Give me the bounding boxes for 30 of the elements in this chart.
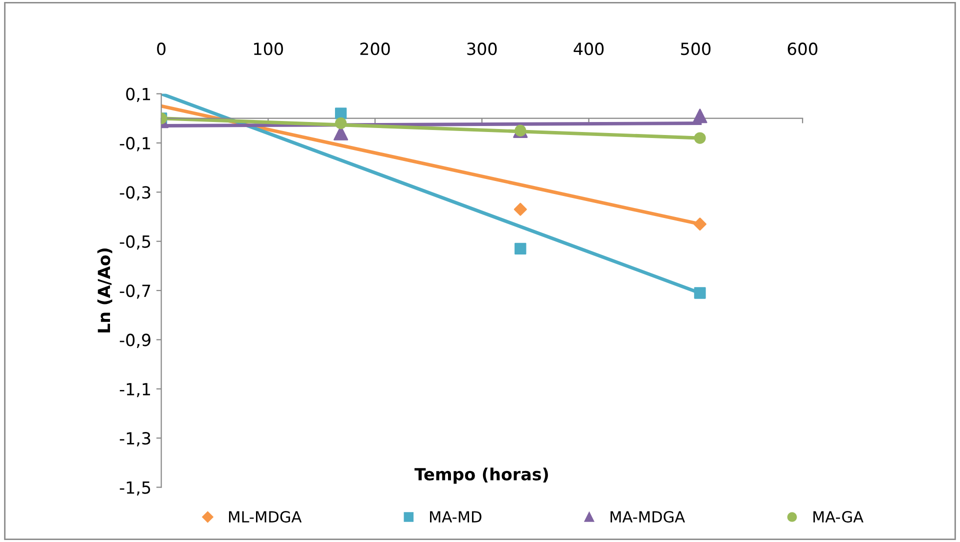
y-tick-label: -0,9 xyxy=(120,334,150,348)
point xyxy=(694,132,706,144)
point xyxy=(514,202,527,216)
y-tick-label: -0,7 xyxy=(120,284,150,299)
y-tick-label: -0,5 xyxy=(120,235,150,250)
x-tick-label: 600 xyxy=(788,42,818,56)
y-axis-title: Ln (A/Ao) xyxy=(97,248,112,332)
x-tick-label: 400 xyxy=(574,42,604,56)
y-tick-label: -1,5 xyxy=(120,481,150,496)
y-tick-label: -0,1 xyxy=(120,136,150,152)
legend-label: MA-MDGA xyxy=(610,511,686,523)
x-tick-label: 200 xyxy=(360,42,390,56)
y-tick-label: -1,1 xyxy=(120,383,150,398)
point xyxy=(514,242,526,255)
legend-label: MA-GA xyxy=(813,511,864,523)
point xyxy=(334,108,347,120)
y-tick-label: -1,3 xyxy=(120,432,150,446)
point xyxy=(692,108,708,124)
legend-label: ML-MDGA xyxy=(229,511,302,523)
x-tick-label: 0 xyxy=(157,42,166,56)
x-tick-label: 300 xyxy=(467,42,497,56)
x-tick-label: 100 xyxy=(254,42,283,56)
point xyxy=(334,117,347,130)
y-tick-label: 0,1 xyxy=(126,88,150,102)
y-tick-label: -0,3 xyxy=(120,186,150,200)
x-tick-label: 500 xyxy=(681,42,710,56)
point xyxy=(694,287,706,299)
point xyxy=(693,218,706,231)
x-axis-title: Tempo (horas) xyxy=(414,468,548,484)
legend-label: MA-MD xyxy=(430,511,482,522)
